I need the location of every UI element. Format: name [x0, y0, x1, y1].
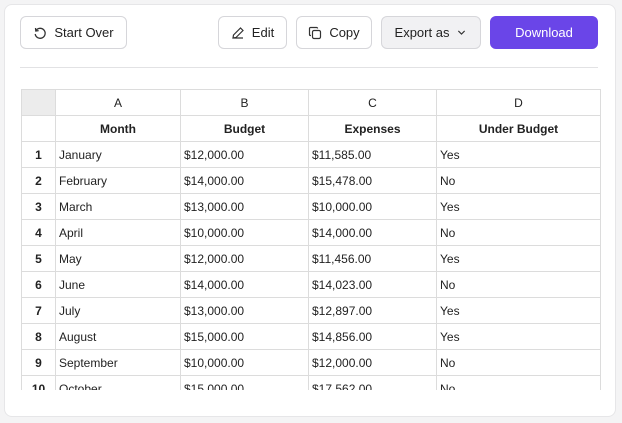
row-number: 3: [21, 193, 56, 220]
cell: October: [55, 375, 181, 390]
header-cell: Under Budget: [436, 115, 601, 142]
data-row: 5 May $12,000.00 $11,456.00 Yes: [21, 245, 601, 272]
header-cell: Expenses: [308, 115, 437, 142]
cell: $12,000.00: [308, 349, 437, 376]
pencil-icon: [232, 26, 244, 39]
label: Copy: [329, 25, 360, 40]
refresh-icon: [34, 27, 47, 39]
cell: May: [55, 245, 181, 272]
row-number: [21, 115, 56, 142]
corner-cell: [21, 89, 56, 116]
label: Download: [515, 25, 573, 40]
column-letter: C: [308, 89, 437, 116]
edit-button[interactable]: Edit: [218, 16, 287, 49]
label: Export as: [394, 25, 450, 40]
cell: $14,023.00: [308, 271, 437, 298]
cell: $15,000.00: [180, 323, 309, 350]
cell: $14,000.00: [180, 167, 309, 194]
data-row: 1 January $12,000.00 $11,585.00 Yes: [21, 141, 601, 168]
cell: $13,000.00: [180, 193, 309, 220]
label: Edit: [251, 25, 275, 40]
cell: $10,000.00: [180, 349, 309, 376]
cell: Yes: [436, 193, 601, 220]
cell: $14,000.00: [180, 271, 309, 298]
cell: Yes: [436, 245, 601, 272]
cell: $11,585.00: [308, 141, 437, 168]
cell: February: [55, 167, 181, 194]
data-row: 6 June $14,000.00 $14,023.00 No: [21, 271, 601, 298]
cell: April: [55, 219, 181, 246]
header-row: Month Budget Expenses Under Budget: [21, 115, 601, 142]
copy-button[interactable]: Copy: [296, 16, 372, 49]
cell: $15,000.00: [180, 375, 309, 390]
cell: $12,000.00: [180, 141, 309, 168]
cell: September: [55, 349, 181, 376]
cell: June: [55, 271, 181, 298]
row-number: 2: [21, 167, 56, 194]
row-number: 8: [21, 323, 56, 350]
row-number: 5: [21, 245, 56, 272]
cell: No: [436, 167, 601, 194]
row-number: 4: [21, 219, 56, 246]
cell: $14,856.00: [308, 323, 437, 350]
column-letter: A: [55, 89, 181, 116]
cell: No: [436, 219, 601, 246]
row-number: 10: [21, 375, 56, 390]
table: A B C D Month Budget Expenses Under Budget 1 Janu…: [21, 89, 601, 390]
divider: [20, 67, 598, 68]
spreadsheet: A B C D Month Budget Expenses Under Budget 1 Janu…: [21, 89, 601, 390]
cell: No: [436, 375, 601, 390]
cell: $11,456.00: [308, 245, 437, 272]
column-letter: B: [180, 89, 309, 116]
cell: $13,000.00: [180, 297, 309, 324]
column-letter: D: [436, 89, 601, 116]
data-row: 4 April $10,000.00 $14,000.00 No: [21, 219, 601, 246]
cell: $10,000.00: [180, 219, 309, 246]
cell: No: [436, 349, 601, 376]
cell: August: [55, 323, 181, 350]
row-number: 9: [21, 349, 56, 376]
label: Start Over: [54, 25, 114, 40]
data-row: 3 March $13,000.00 $10,000.00 Yes: [21, 193, 601, 220]
data-row: 8 August $15,000.00 $14,856.00 Yes: [21, 323, 601, 350]
cell: $12,000.00: [180, 245, 309, 272]
data-row: 7 July $13,000.00 $12,897.00 Yes: [21, 297, 601, 324]
header-cell: Month: [55, 115, 181, 142]
cell: Yes: [436, 297, 601, 324]
cell: $12,897.00: [308, 297, 437, 324]
cell: $15,478.00: [308, 167, 437, 194]
cell: July: [55, 297, 181, 324]
cell: March: [55, 193, 181, 220]
cell: Yes: [436, 141, 601, 168]
header-cell: Budget: [180, 115, 309, 142]
row-number: 7: [21, 297, 56, 324]
data-row: 10 October $15,000.00 $17,562.00 No: [21, 375, 601, 390]
cell: January: [55, 141, 181, 168]
cell: Yes: [436, 323, 601, 350]
cell: $17,562.00: [308, 375, 437, 390]
cell: $14,000.00: [308, 219, 437, 246]
chevron-icon: [458, 30, 466, 35]
cell: $10,000.00: [308, 193, 437, 220]
data-row: 2 February $14,000.00 $15,478.00 No: [21, 167, 601, 194]
export-button[interactable]: Export as: [381, 16, 481, 49]
data-row: 9 September $10,000.00 $12,000.00 No: [21, 349, 601, 376]
row-number: 6: [21, 271, 56, 298]
download-button[interactable]: Download: [490, 16, 598, 49]
cell: No: [436, 271, 601, 298]
copy-icon: [309, 26, 322, 39]
start-over-button[interactable]: Start Over: [20, 16, 127, 49]
row-number: 1: [21, 141, 56, 168]
